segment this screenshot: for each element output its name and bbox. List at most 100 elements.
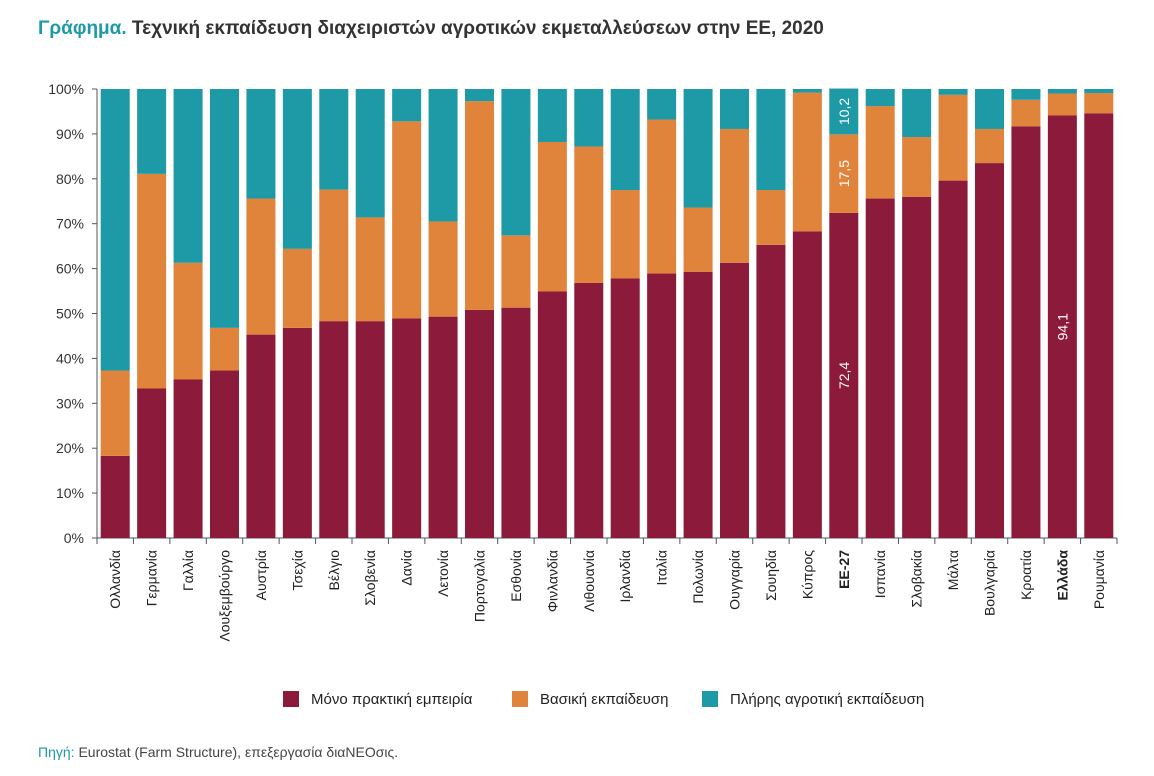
bar-segment-1 xyxy=(173,379,203,538)
x-tick-label: Σλοβακία xyxy=(909,550,925,608)
bar-segment-2 xyxy=(501,235,531,308)
x-tick-label: Ιταλία xyxy=(654,550,670,586)
y-tick-label: 40% xyxy=(56,350,84,366)
bar-segment-1 xyxy=(210,370,239,538)
y-tick-label: 30% xyxy=(56,395,84,411)
y-tick-label: 50% xyxy=(56,306,84,322)
bar-segment-1 xyxy=(756,244,786,539)
bar-segment-3 xyxy=(246,89,276,199)
bar-segment-2 xyxy=(683,207,713,272)
bar-segment-2 xyxy=(574,146,604,283)
bar-segment-1 xyxy=(1084,113,1114,538)
bar-segment-1 xyxy=(610,278,640,538)
x-tick-label: Φινλανδία xyxy=(544,550,560,612)
bar-segment-3 xyxy=(1047,89,1077,94)
bar-segment-2 xyxy=(282,248,312,328)
x-tick-label: Δανία xyxy=(399,550,415,586)
bar-segment-3 xyxy=(428,89,458,222)
bar-segment-1 xyxy=(902,196,932,538)
bar-segment-1 xyxy=(975,163,1004,538)
data-label: 72,4 xyxy=(836,362,852,389)
chart-title: Γράφημα. Τεχνική εκπαίδευση διαχειριστών… xyxy=(38,18,824,40)
y-tick-label: 90% xyxy=(56,126,84,142)
x-tick-label: Πολωνία xyxy=(690,550,706,604)
bar-segment-3 xyxy=(720,89,749,129)
bar-segment-2 xyxy=(720,128,749,263)
x-tick-label: Εσθονία xyxy=(508,550,524,602)
bar-segment-2 xyxy=(246,198,276,335)
bar-segment-1 xyxy=(1011,126,1041,538)
x-tick-label: Βέλγιο xyxy=(326,550,342,591)
bar-segment-1 xyxy=(428,316,458,538)
x-tick-label: Σλοβενία xyxy=(362,550,378,606)
bar-segment-3 xyxy=(501,89,531,236)
bar-segment-3 xyxy=(210,89,239,328)
bar-segment-2 xyxy=(902,137,932,197)
bar-segment-3 xyxy=(137,89,167,174)
bar-segment-1 xyxy=(647,273,677,538)
bar-segment-1 xyxy=(501,307,531,538)
bar-segment-1 xyxy=(355,321,385,538)
bar-segment-2 xyxy=(173,262,203,380)
bar-segment-2 xyxy=(829,134,859,213)
bar-segment-1 xyxy=(137,388,167,538)
x-tick-label: Πορτογαλία xyxy=(472,550,488,622)
y-tick-label: 20% xyxy=(56,440,84,456)
legend-label: Μόνο πρακτική εμπειρία xyxy=(311,691,473,708)
bar-segment-1 xyxy=(282,327,312,538)
x-tick-label: Λιθουανία xyxy=(581,550,597,612)
y-tick-label: 0% xyxy=(64,530,84,546)
x-tick-label: Ουγγαρία xyxy=(727,550,743,610)
bar-segment-3 xyxy=(319,89,349,190)
bar-segment-3 xyxy=(829,88,859,135)
bar-segment-2 xyxy=(100,370,130,456)
bar-segment-1 xyxy=(683,271,713,538)
bar-segment-3 xyxy=(683,89,713,208)
chart-title-text: Τεχνική εκπαίδευση διαχειριστών αγροτικώ… xyxy=(131,18,824,39)
x-tick-label: Τσεχία xyxy=(289,550,305,590)
bar-segment-2 xyxy=(938,94,968,181)
data-label: 94,1 xyxy=(1054,313,1070,340)
x-tick-label: Ιρλανδία xyxy=(617,550,633,602)
x-tick-label: Κροατία xyxy=(1018,550,1034,600)
bar-segment-3 xyxy=(355,89,385,218)
legend-swatch xyxy=(283,691,299,707)
bar-segment-3 xyxy=(865,89,895,107)
bar-segment-1 xyxy=(720,262,749,538)
bar-segment-2 xyxy=(1011,99,1041,127)
bar-segment-2 xyxy=(392,121,422,319)
source-text: Eurostat (Farm Structure), επεξεργασία δ… xyxy=(78,744,399,760)
bar-segment-2 xyxy=(865,106,895,199)
data-label: 10,2 xyxy=(836,98,852,125)
bar-segment-1 xyxy=(246,334,276,538)
bar-segment-3 xyxy=(100,89,130,371)
x-tick-label: Αυστρία xyxy=(253,550,269,600)
bar-segment-1 xyxy=(865,198,895,538)
source-lead: Πηγή: xyxy=(38,744,75,760)
x-tick-label: Ελλάδα xyxy=(1054,550,1070,601)
bar-segment-2 xyxy=(1084,93,1114,114)
x-tick-label: Λετονία xyxy=(435,550,451,597)
x-tick-label: Λουξεμβούργο xyxy=(217,550,233,642)
y-tick-label: 80% xyxy=(56,171,84,187)
y-tick-label: 60% xyxy=(56,261,84,277)
bar-segment-3 xyxy=(756,89,786,191)
legend-label: Βασική εκπαίδευση xyxy=(540,691,668,708)
bar-segment-3 xyxy=(1011,89,1041,100)
source-note: Πηγή: Eurostat (Farm Structure), επεξεργ… xyxy=(38,744,398,760)
bar-segment-3 xyxy=(647,89,677,120)
bar-segment-1 xyxy=(938,180,968,538)
bar-segment-1 xyxy=(792,231,822,538)
bar-segment-2 xyxy=(792,92,822,232)
x-tick-label: Γερμανία xyxy=(144,550,160,606)
x-tick-label: Ρουμανία xyxy=(1091,550,1107,609)
bar-segment-3 xyxy=(610,89,640,191)
bar-segment-2 xyxy=(465,101,494,310)
y-tick-label: 100% xyxy=(48,81,84,97)
bar-segment-2 xyxy=(355,217,385,322)
x-tick-label: Γαλλία xyxy=(180,550,196,591)
legend-swatch xyxy=(512,691,528,707)
bar-segment-3 xyxy=(392,89,422,122)
bar-segment-1 xyxy=(319,321,349,538)
